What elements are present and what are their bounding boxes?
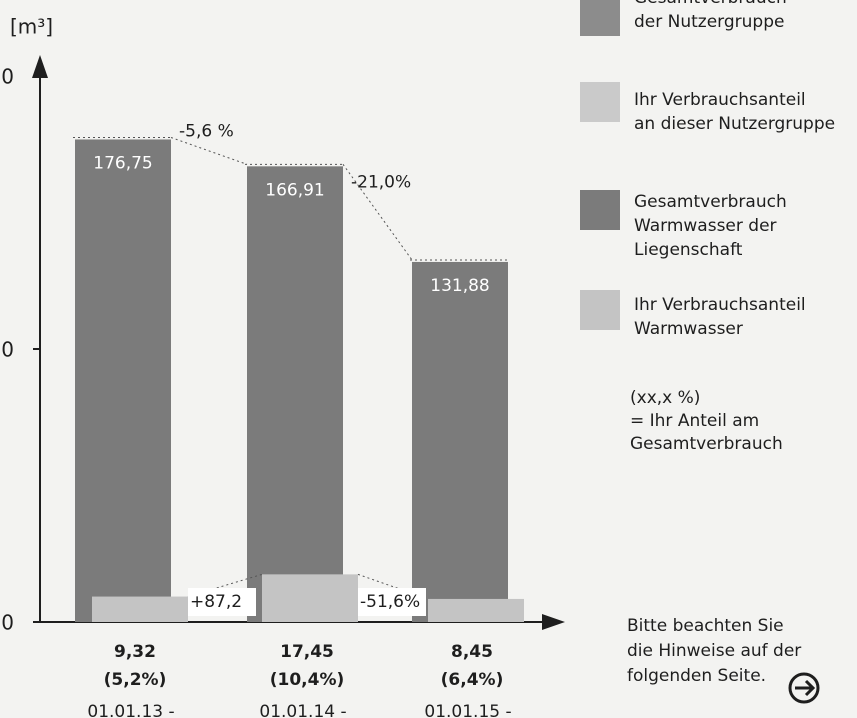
x-tick-label: 01.01.15 - xyxy=(424,702,511,718)
total-bar xyxy=(247,166,343,622)
footer-note: folgenden Seite. xyxy=(627,666,766,686)
value-label: 131,88 xyxy=(430,276,489,296)
change-connector xyxy=(170,137,248,165)
value-label: 166,91 xyxy=(265,180,324,200)
share-bar xyxy=(92,596,188,622)
percent-label: (6,4%) xyxy=(441,670,504,690)
total-bar xyxy=(412,261,508,622)
percent-label: (10,4%) xyxy=(270,670,345,690)
legend-swatch xyxy=(580,82,620,122)
y-axis-label: [m³] xyxy=(10,15,53,39)
footer-note: Bitte beachten Sie xyxy=(627,616,784,636)
legend-label: Liegenschaft xyxy=(634,240,743,260)
legend-swatch xyxy=(580,290,620,330)
x-tick-label: 01.01.14 - xyxy=(259,702,346,718)
percent-label: (5,2%) xyxy=(104,670,167,690)
note: = Ihr Anteil am xyxy=(630,411,759,431)
change-label: -51,6% xyxy=(360,592,420,612)
value-label: 9,32 xyxy=(114,642,156,662)
change-label: -5,6 % xyxy=(179,121,234,141)
note: Gesamtverbrauch xyxy=(630,434,783,454)
share-bar xyxy=(428,598,524,622)
y-tick-label: 200 xyxy=(0,65,14,89)
change-label: +87,2 xyxy=(190,592,242,612)
legend-label: Gesamtverbrauch xyxy=(634,0,787,8)
legend-label: Warmwasser xyxy=(634,319,743,339)
y-axis-arrow xyxy=(32,55,48,78)
change-label-box xyxy=(188,588,256,616)
x-tick-label: 01.01.13 - xyxy=(87,702,174,718)
footer-note: die Hinweise auf der xyxy=(627,641,801,661)
legend-label: Gesamtverbrauch xyxy=(634,192,787,212)
legend-label: an dieser Nutzergruppe xyxy=(634,114,835,134)
next-page-icon xyxy=(788,672,820,704)
value-label: 176,75 xyxy=(93,153,152,173)
total-bar xyxy=(75,139,171,622)
legend-label: Warmwasser der xyxy=(634,216,777,236)
x-axis-arrow xyxy=(542,614,565,630)
legend-swatch xyxy=(580,190,620,230)
y-tick-label: 0 xyxy=(1,611,14,635)
note: (xx,x %) xyxy=(630,388,700,408)
share-bar xyxy=(262,574,358,622)
legend-label: Ihr Verbrauchsanteil xyxy=(634,295,806,315)
change-label: -21,0% xyxy=(351,172,411,192)
legend-swatch xyxy=(580,0,620,36)
y-tick-label: 100 xyxy=(0,338,14,362)
value-label: 8,45 xyxy=(451,642,493,662)
legend-label: der Nutzergruppe xyxy=(634,12,784,32)
value-label: 17,45 xyxy=(280,642,334,662)
change-label-box xyxy=(358,588,426,616)
legend-label: Ihr Verbrauchsanteil xyxy=(634,90,806,110)
